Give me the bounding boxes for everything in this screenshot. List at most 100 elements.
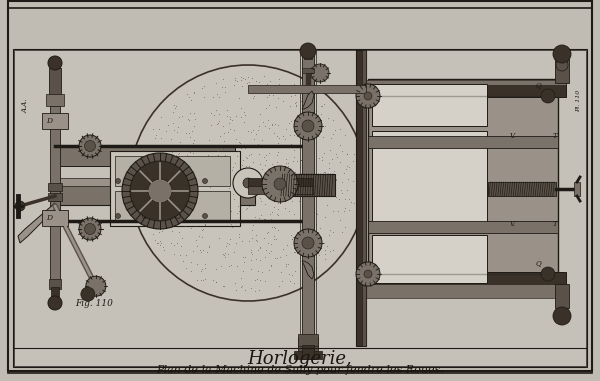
Point (134, 186, 144, 192)
Point (219, 283, 229, 289)
Circle shape (48, 56, 62, 70)
Point (272, 255, 282, 261)
Circle shape (262, 166, 298, 202)
Point (190, 116, 200, 122)
Point (266, 216, 275, 222)
Point (299, 131, 308, 138)
Point (221, 84, 230, 90)
Point (202, 249, 212, 255)
Point (258, 88, 268, 94)
Point (174, 150, 184, 156)
Point (206, 122, 215, 128)
Point (169, 242, 179, 248)
Point (266, 144, 275, 150)
Text: D: D (46, 117, 52, 125)
Point (323, 189, 333, 195)
Bar (488, 182, 556, 196)
Point (177, 188, 187, 194)
Point (295, 188, 304, 194)
Point (328, 117, 338, 123)
Point (145, 165, 155, 171)
Point (344, 164, 354, 170)
Point (335, 217, 344, 223)
Point (331, 127, 340, 133)
Point (185, 193, 195, 199)
Point (278, 246, 287, 252)
Bar (356, 50, 366, 346)
Point (293, 129, 302, 135)
Point (244, 163, 254, 169)
Point (244, 152, 254, 158)
Point (274, 76, 284, 82)
Point (235, 231, 244, 237)
Point (319, 172, 329, 178)
Point (299, 154, 309, 160)
Point (286, 141, 296, 147)
Point (259, 154, 269, 160)
Point (159, 194, 169, 200)
Bar (304, 51, 312, 59)
Point (199, 201, 209, 207)
Point (237, 83, 247, 89)
Point (208, 217, 218, 223)
Point (343, 176, 352, 182)
Point (235, 94, 244, 101)
Point (237, 162, 247, 168)
Point (288, 184, 298, 190)
Point (255, 277, 265, 283)
Point (180, 208, 190, 215)
Point (186, 259, 196, 266)
Point (284, 163, 293, 169)
Point (328, 156, 337, 162)
Point (231, 136, 241, 142)
Point (155, 229, 164, 235)
Point (262, 157, 271, 163)
Point (152, 188, 161, 194)
Point (256, 161, 265, 167)
Point (290, 119, 300, 125)
Point (172, 240, 182, 246)
Point (139, 208, 149, 215)
Circle shape (115, 179, 121, 184)
Point (260, 235, 269, 242)
Point (158, 186, 168, 192)
Point (166, 240, 175, 246)
Point (228, 164, 238, 170)
Point (197, 190, 206, 197)
Bar (248, 178, 313, 186)
Point (316, 111, 326, 117)
Point (277, 192, 286, 199)
Point (151, 219, 160, 225)
Point (243, 128, 253, 134)
Point (180, 194, 190, 200)
Point (270, 82, 280, 88)
Circle shape (148, 179, 172, 203)
Bar (42, 210, 68, 226)
Point (195, 198, 205, 204)
Point (229, 127, 239, 133)
Point (268, 161, 277, 167)
Point (145, 156, 155, 162)
Point (237, 238, 247, 244)
Circle shape (115, 213, 121, 218)
Point (250, 277, 260, 283)
Point (262, 94, 272, 100)
Point (266, 78, 275, 84)
Point (230, 160, 239, 166)
Point (291, 99, 301, 105)
Point (154, 157, 164, 163)
Point (211, 266, 221, 272)
Point (295, 94, 305, 100)
Point (189, 123, 199, 129)
Point (317, 157, 327, 163)
Point (273, 206, 283, 212)
Point (270, 121, 280, 127)
Point (205, 184, 215, 190)
Point (226, 261, 236, 267)
Point (302, 122, 312, 128)
Point (144, 218, 154, 224)
Point (225, 125, 235, 131)
Point (225, 117, 235, 123)
Point (328, 229, 337, 235)
Point (262, 230, 272, 236)
